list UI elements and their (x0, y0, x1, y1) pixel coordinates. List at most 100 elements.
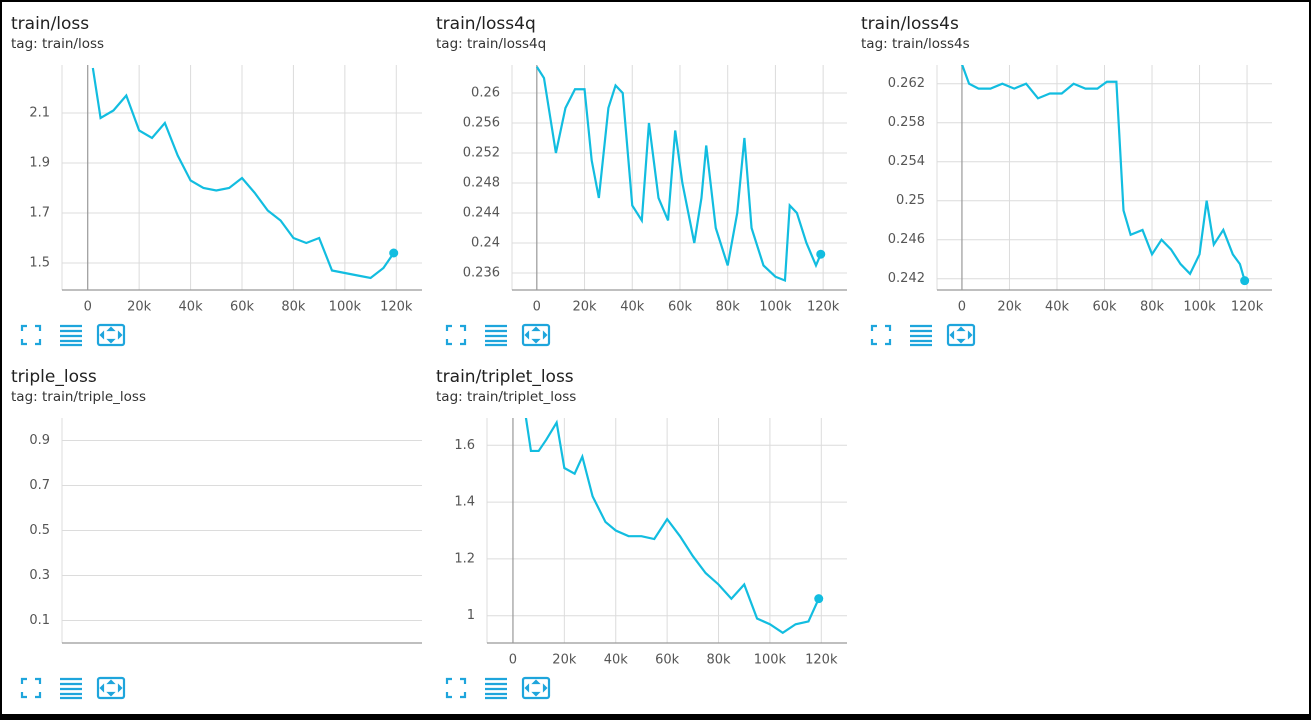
data-toggle-button[interactable] (485, 324, 507, 347)
chart-tag: tag: train/loss4s (861, 36, 970, 52)
x-tick-label: 60k (1092, 300, 1117, 315)
fullscreen-button[interactable] (20, 324, 42, 346)
chart-tag: tag: train/triplet_loss (436, 389, 576, 405)
series-line (961, 65, 1246, 281)
x-tick-label: 20k (127, 300, 152, 315)
x-tick-label: 80k (706, 653, 731, 668)
fit-domain-button[interactable] (946, 323, 976, 347)
chart-card: triple_loss tag: train/triple_loss 0.1 0.3 0… (11, 367, 422, 700)
y-tick-label: 2.1 (29, 106, 50, 121)
y-tick-label: 0.3 (29, 568, 50, 583)
y-tick-label: 1 (467, 608, 475, 623)
x-tick-label: 60k (655, 653, 680, 668)
y-tick-label: 0.7 (29, 478, 50, 493)
icon (521, 323, 551, 347)
x-tick-label: 120k (1231, 300, 1264, 315)
y-tick-label: 1.4 (454, 495, 475, 510)
y-tick-label: 0.24 (471, 235, 500, 250)
x-tick-label: 100k (759, 300, 792, 315)
icon (20, 324, 42, 346)
chart-title: triple_loss (11, 367, 97, 387)
x-tick-label: 80k (716, 300, 741, 315)
icon (870, 324, 892, 346)
icon (949, 326, 973, 344)
y-tick-label: 0.246 (888, 232, 925, 247)
chart-title: train/loss (11, 14, 89, 34)
y-tick-label: 0.252 (463, 145, 500, 160)
data-toggle-button[interactable] (485, 677, 507, 700)
fullscreen-button[interactable] (445, 324, 467, 346)
x-tick-label: 100k (329, 300, 362, 315)
fit-domain-button[interactable] (96, 676, 126, 700)
chart-card: train/loss4q tag: train/loss4q 0.236 0.24 0.… (436, 14, 847, 347)
last-point (1240, 276, 1250, 286)
x-tick-label: 40k (1045, 300, 1070, 315)
x-tick-label: 40k (604, 653, 629, 668)
icon (99, 679, 123, 697)
fit-domain-button[interactable] (96, 323, 126, 347)
chart-tag: tag: train/loss4q (436, 36, 546, 52)
y-tick-label: 0.26 (471, 85, 500, 100)
toolbar (445, 676, 551, 700)
x-tick-label: 120k (380, 300, 413, 315)
x-tick-label: 40k (179, 300, 204, 315)
x-tick-label: 20k (997, 300, 1022, 315)
chart-tag: tag: train/triple_loss (11, 389, 146, 405)
series-line (524, 418, 820, 635)
y-tick-label: 0.244 (463, 205, 500, 220)
icon (96, 676, 126, 700)
fullscreen-button[interactable] (20, 677, 42, 699)
chart-card: train/loss4s tag: train/loss4s 0.242 0.246 0… (861, 14, 1272, 347)
fullscreen-button[interactable] (445, 677, 467, 699)
y-tick-label: 1.6 (454, 438, 475, 453)
toolbar (870, 323, 976, 347)
x-tick-label: 0 (958, 300, 966, 315)
icon (96, 323, 126, 347)
y-tick-label: 0.248 (463, 175, 500, 190)
y-tick-label: 0.1 (29, 613, 50, 628)
icon (524, 679, 548, 697)
icon (445, 324, 467, 346)
x-tick-label: 100k (1183, 300, 1216, 315)
fullscreen-button[interactable] (870, 324, 892, 346)
x-tick-label: 80k (281, 300, 306, 315)
toolbar (20, 323, 126, 347)
fit-domain-button[interactable] (521, 676, 551, 700)
x-tick-label: 80k (1140, 300, 1165, 315)
icon (946, 323, 976, 347)
fit-domain-button[interactable] (521, 323, 551, 347)
data-toggle-button[interactable] (60, 677, 82, 700)
y-tick-label: 0.236 (463, 265, 500, 280)
chart-title: train/loss4q (436, 14, 536, 34)
y-tick-label: 0.262 (888, 76, 925, 91)
x-tick-label: 100k (754, 653, 787, 668)
x-tick-label: 40k (620, 300, 645, 315)
series-line (91, 67, 395, 280)
x-tick-label: 0 (509, 653, 517, 668)
y-tick-label: 0.242 (888, 271, 925, 286)
chart-title: train/triplet_loss (436, 367, 574, 387)
x-tick-label: 60k (668, 300, 693, 315)
data-toggle-button[interactable] (910, 324, 932, 347)
last-point (816, 249, 826, 259)
x-tick-label: 120k (805, 653, 838, 668)
data-toggle-button[interactable] (60, 324, 82, 347)
y-tick-label: 1.2 (454, 551, 475, 566)
chart-card: train/triplet_loss tag: train/triplet_los… (436, 367, 847, 700)
y-tick-label: 1.5 (29, 256, 50, 271)
chart-title: train/loss4s (861, 14, 959, 34)
last-point (389, 248, 399, 258)
toolbar (20, 676, 126, 700)
toolbar (445, 323, 551, 347)
x-tick-label: 0 (533, 300, 541, 315)
icon (99, 326, 123, 344)
chart-card: train/loss tag: train/loss 1.5 1.7 1.9 2.1 0 20… (11, 14, 422, 347)
y-tick-label: 0.25 (896, 193, 925, 208)
x-tick-label: 20k (552, 653, 577, 668)
last-point (814, 594, 824, 604)
x-tick-label: 60k (230, 300, 255, 315)
x-tick-label: 120k (807, 300, 840, 315)
chart-tag: tag: train/loss (11, 36, 104, 52)
